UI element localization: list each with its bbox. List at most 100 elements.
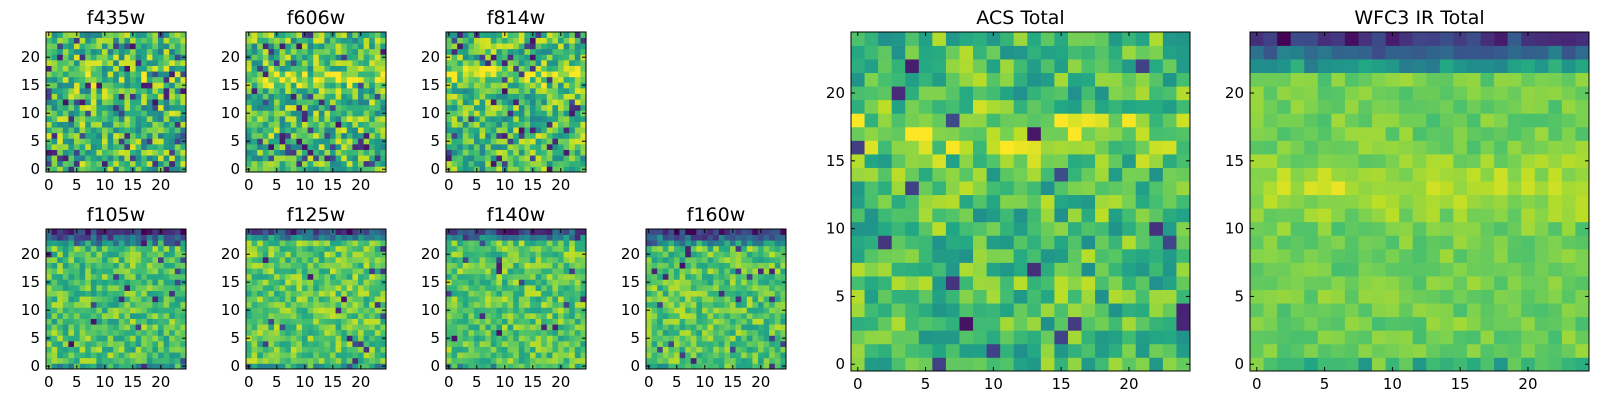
heatmap-cell — [1135, 59, 1150, 74]
heatmap-cell — [152, 54, 159, 61]
heatmap-cell — [324, 352, 331, 359]
heatmap-cell — [1426, 126, 1441, 141]
heatmap-cell — [279, 251, 286, 258]
heatmap-cell — [135, 357, 142, 364]
heatmap-cell — [1575, 221, 1590, 236]
heatmap-cell — [268, 116, 275, 122]
heatmap-cell — [285, 262, 292, 269]
heatmap-cell — [51, 54, 58, 61]
heatmap-cell — [90, 127, 97, 134]
heatmap-cell — [851, 221, 865, 236]
heatmap-cell — [107, 329, 114, 336]
heatmap-cell — [490, 60, 497, 66]
heatmap-cell — [290, 257, 297, 263]
heatmap-cell — [318, 251, 325, 258]
heatmap-cell — [68, 37, 75, 44]
heatmap-cell — [1162, 235, 1177, 250]
heatmap-cell — [1176, 194, 1191, 209]
heatmap-cell — [1439, 126, 1454, 141]
heatmap-cell — [479, 279, 486, 286]
heatmap-cell — [130, 121, 136, 128]
heatmap-cell — [1067, 113, 1082, 128]
heatmap-cell — [346, 363, 353, 370]
heatmap-cell — [152, 76, 159, 83]
heatmap-cell — [313, 160, 320, 167]
heatmap-cell — [51, 301, 58, 308]
heatmap-cell — [257, 245, 264, 252]
heatmap-cell — [152, 257, 159, 263]
heatmap-cell — [296, 149, 303, 156]
heatmap-cell — [158, 240, 164, 247]
heatmap-cell — [68, 149, 75, 156]
heatmap-cell — [246, 324, 252, 331]
heatmap-cell — [524, 363, 531, 370]
heatmap-cell — [302, 251, 308, 258]
heatmap-cell — [1250, 343, 1264, 358]
heatmap-cell — [1122, 140, 1137, 155]
heatmap-cell — [518, 149, 525, 156]
heatmap-cell — [1263, 289, 1278, 304]
heatmap-cell — [46, 43, 52, 50]
heatmap-cell — [62, 116, 69, 122]
heatmap-cell — [1067, 194, 1082, 209]
heatmap-cell — [524, 155, 531, 162]
heatmap-cell — [279, 116, 286, 122]
heatmap-cell — [479, 318, 486, 325]
heatmap-cell — [474, 301, 480, 308]
heatmap-cell — [296, 99, 303, 106]
heatmap-cell — [905, 72, 920, 87]
heatmap-cell — [1013, 140, 1028, 155]
heatmap-cell — [1399, 262, 1414, 277]
heatmap-cell — [79, 166, 86, 173]
heatmap-cell — [285, 273, 292, 280]
heatmap-cell — [51, 335, 58, 342]
heatmap-cell — [1149, 126, 1164, 141]
heatmap-cell — [1081, 276, 1096, 290]
heatmap-cell — [130, 132, 136, 139]
heatmap-cell — [1534, 248, 1549, 263]
heatmap-cell — [79, 324, 86, 331]
heatmap-cells — [446, 32, 587, 173]
heatmap-cell — [479, 93, 486, 100]
heatmap-cell — [324, 257, 331, 263]
y-tick-label: 15 — [826, 152, 845, 170]
heatmap-cell — [251, 257, 258, 263]
heatmap-cell — [1263, 194, 1278, 209]
heatmap-cell — [135, 138, 142, 145]
heatmap-cell — [451, 132, 458, 139]
heatmap-cell — [102, 335, 108, 342]
heatmap-cell — [1453, 235, 1468, 250]
heatmap-cell — [502, 296, 508, 303]
heatmap-cell — [324, 82, 331, 89]
heatmap-cell — [130, 329, 136, 336]
heatmap-cell — [1575, 194, 1590, 209]
heatmap-cell — [574, 54, 581, 61]
heatmap-cell — [369, 329, 376, 336]
heatmap-cell — [558, 160, 564, 167]
heatmap-cell — [318, 301, 325, 308]
heatmap-cells — [851, 32, 1191, 372]
heatmap-cell — [279, 65, 286, 72]
heatmap-cell — [307, 138, 314, 145]
heatmap-cell — [290, 60, 297, 66]
heatmap-cell — [496, 37, 503, 44]
heatmap-cell — [569, 116, 576, 122]
heatmap-cell — [113, 251, 120, 258]
heatmap-cell — [152, 149, 159, 156]
heatmap-cell — [1521, 248, 1536, 263]
heatmap-cell — [479, 307, 486, 314]
heatmap-cell — [90, 341, 97, 347]
heatmap-cell — [513, 313, 520, 319]
heatmap-cell — [180, 160, 187, 167]
heatmap-cell — [152, 229, 159, 235]
heatmap-cell — [1162, 330, 1177, 345]
heatmap-cell — [141, 313, 148, 319]
heatmap-cell — [158, 341, 164, 347]
heatmap-cell — [1453, 72, 1468, 87]
heatmap-cell — [302, 245, 308, 252]
heatmap-cell — [1575, 32, 1590, 46]
heatmap-cell — [1399, 59, 1414, 74]
heatmap-cell — [324, 54, 331, 61]
heatmap-cell — [74, 357, 80, 364]
heatmap-cell — [1176, 343, 1191, 358]
